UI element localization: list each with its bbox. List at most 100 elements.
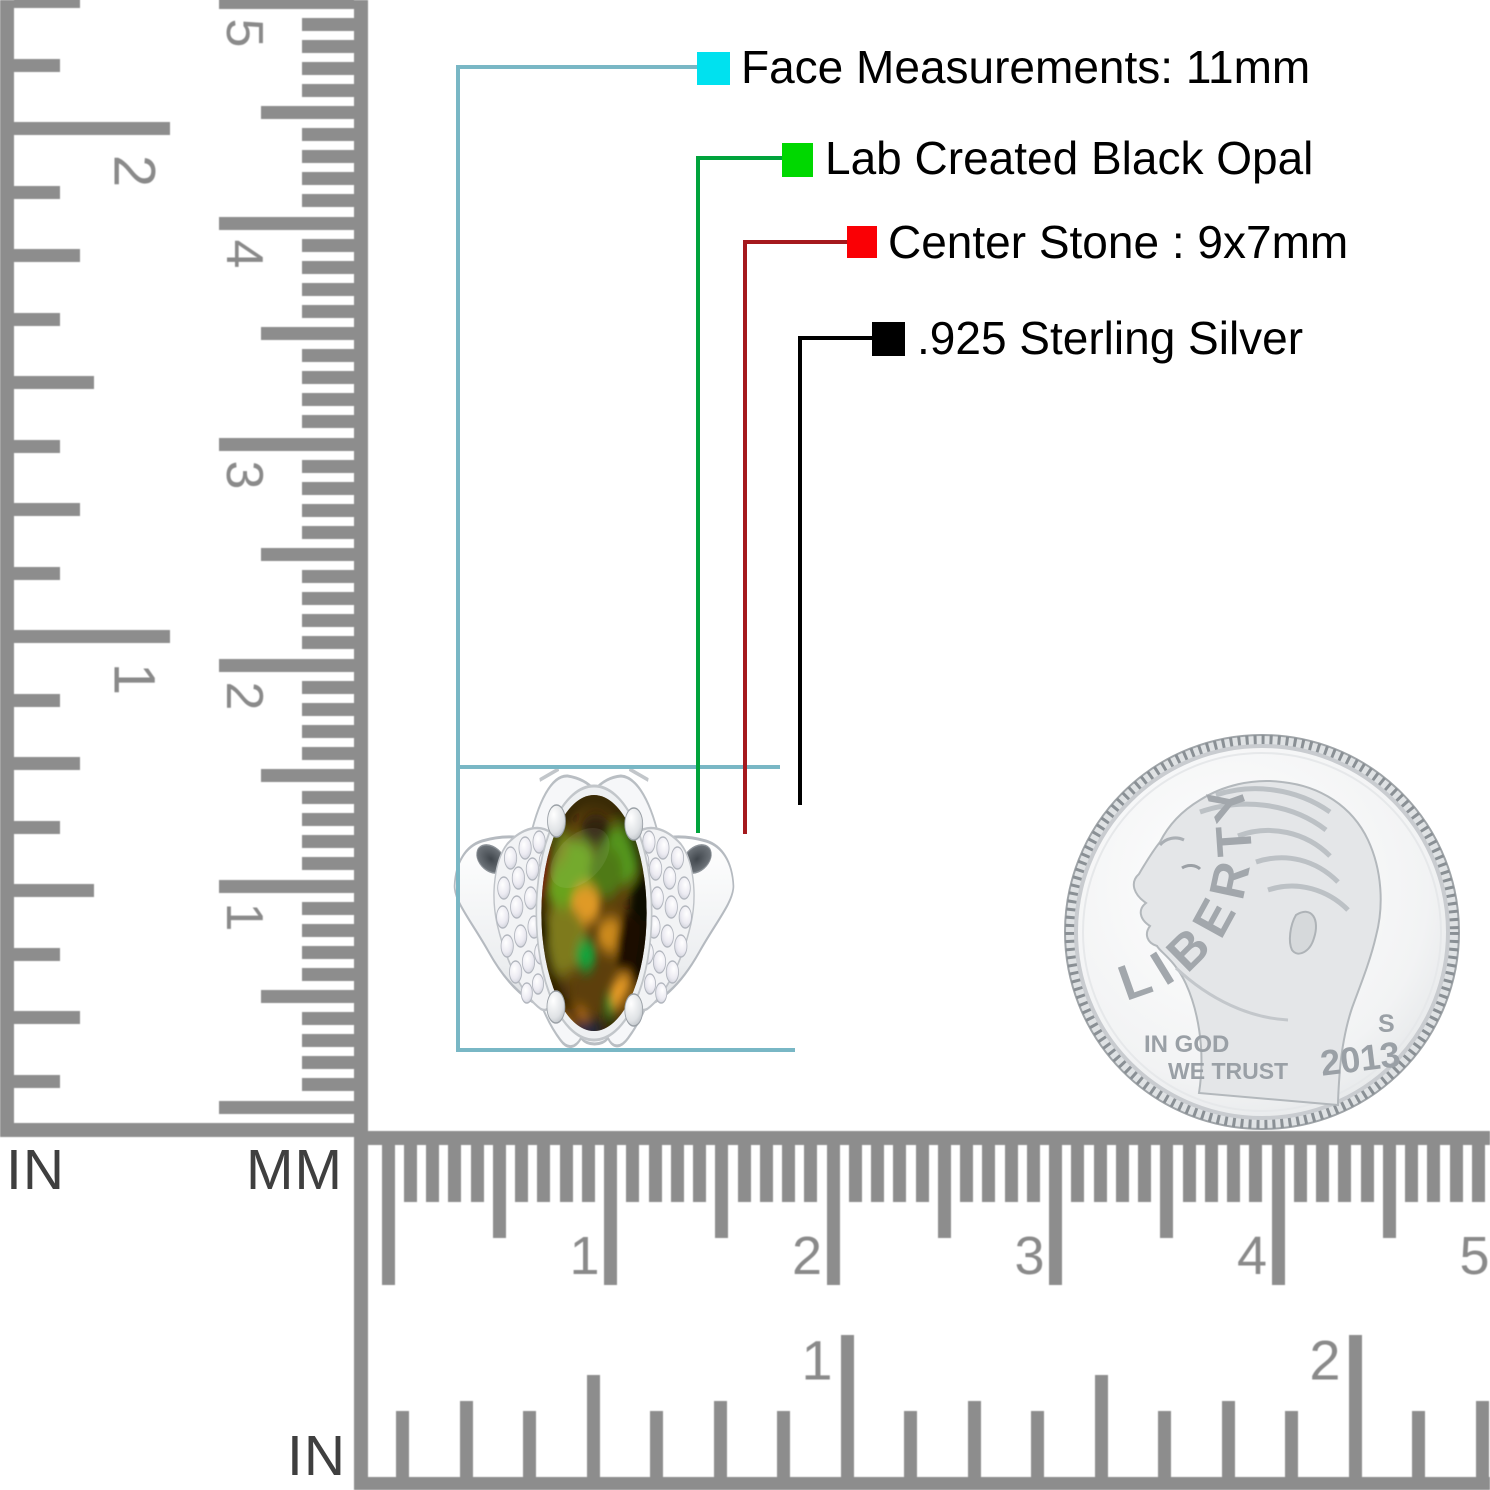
ruler-tick bbox=[1221, 1401, 1235, 1477]
coin-motto-line2: WE TRUST bbox=[1168, 1058, 1288, 1084]
ruler-tick bbox=[302, 371, 354, 385]
ruler-tick bbox=[1115, 1145, 1129, 1202]
ruler-tick bbox=[871, 1145, 884, 1202]
ruler-tick bbox=[1158, 1411, 1171, 1477]
ruler-tick bbox=[14, 1074, 60, 1088]
ruler-tick bbox=[302, 945, 354, 959]
prongs bbox=[546, 804, 644, 1027]
ruler-tick bbox=[967, 1401, 981, 1477]
ruler-tick bbox=[840, 1335, 854, 1477]
ruler-tick bbox=[586, 1375, 600, 1477]
ruler-tick bbox=[14, 820, 60, 834]
ruler-tick bbox=[960, 1145, 973, 1202]
ruler-tick bbox=[14, 439, 60, 453]
ruler-tick bbox=[302, 923, 354, 937]
ruler-tick bbox=[14, 58, 60, 72]
leader-line bbox=[743, 240, 747, 834]
ruler-tick bbox=[302, 304, 354, 318]
color-swatch-2 bbox=[782, 143, 813, 177]
ruler-tick bbox=[302, 1012, 354, 1026]
ruler-tick bbox=[302, 481, 354, 495]
ruler-tick bbox=[804, 1145, 818, 1202]
color-swatch-4 bbox=[872, 322, 905, 356]
ruler-tick bbox=[14, 693, 60, 707]
leader-line bbox=[458, 1048, 795, 1052]
ruler-tick bbox=[1338, 1145, 1352, 1202]
ruler-tick bbox=[1138, 1145, 1151, 1202]
ruler-tick bbox=[604, 1145, 617, 1285]
ruler-tick bbox=[470, 1145, 484, 1202]
ruler-tick bbox=[302, 636, 354, 650]
ruler-tick bbox=[426, 1145, 439, 1202]
ruler-tick bbox=[14, 185, 60, 199]
roosevelt-profile bbox=[1132, 779, 1382, 1107]
ruler-tick bbox=[302, 282, 354, 296]
ruler-tick bbox=[302, 702, 354, 716]
ruler-tick bbox=[982, 1145, 996, 1202]
leader-line bbox=[800, 336, 872, 340]
ruler-tick bbox=[302, 724, 354, 738]
color-swatch-3 bbox=[847, 226, 877, 258]
ruler-tick bbox=[14, 312, 60, 326]
ruler-tick bbox=[1348, 1335, 1362, 1477]
ruler-tick bbox=[302, 592, 354, 606]
ruler-tick bbox=[1360, 1145, 1374, 1202]
ruler-tick bbox=[302, 791, 354, 805]
ruler-tick bbox=[1026, 1145, 1040, 1202]
ruler-tick bbox=[1271, 1145, 1285, 1285]
ruler-tick bbox=[14, 0, 80, 8]
ruler-tick bbox=[459, 1401, 473, 1477]
ruler-tick bbox=[381, 1145, 395, 1285]
ruler-tick bbox=[1182, 1145, 1196, 1202]
ruler-tick bbox=[1293, 1145, 1307, 1202]
ruler-tick bbox=[1204, 1145, 1218, 1202]
left-mm-ruler-bar bbox=[354, 0, 368, 1137]
ruler-number: 1 bbox=[801, 1328, 833, 1392]
ruler-tick bbox=[302, 17, 354, 31]
ruler-tick bbox=[581, 1145, 595, 1202]
ruler-tick bbox=[302, 61, 354, 75]
ruler-tick bbox=[302, 967, 354, 981]
ruler-tick bbox=[302, 1056, 354, 1070]
ruler-number: 5 bbox=[1459, 1226, 1490, 1286]
ruler-tick bbox=[14, 566, 60, 580]
ruler-tick bbox=[14, 1011, 80, 1024]
reeded-edge bbox=[1065, 735, 1459, 1129]
left-inch-ruler-unit-label: IN bbox=[6, 1138, 65, 1202]
ruler-number: 2 bbox=[791, 1226, 823, 1286]
ruler-tick bbox=[14, 947, 60, 961]
bottom-ruler-left-bar bbox=[354, 1130, 368, 1490]
ruler-tick bbox=[396, 1411, 409, 1477]
ruler-tick bbox=[826, 1145, 840, 1285]
ruler-tick bbox=[302, 260, 354, 274]
ruler-tick bbox=[302, 901, 354, 915]
leader-line bbox=[745, 240, 847, 244]
ruler-tick bbox=[713, 1401, 727, 1477]
left-rulers-bottom-bar bbox=[0, 1123, 368, 1137]
ruler-tick bbox=[302, 172, 354, 186]
ruler-tick bbox=[302, 393, 354, 407]
ruler-tick bbox=[1049, 1145, 1062, 1285]
ring bbox=[453, 767, 735, 1048]
ruler-tick bbox=[302, 459, 354, 473]
callout-face-measurements: Face Measurements: 11mm bbox=[741, 41, 1311, 93]
ruler-tick bbox=[261, 548, 354, 561]
ruler-tick bbox=[14, 249, 80, 262]
ruler-tick bbox=[1031, 1411, 1044, 1477]
ruler-tick bbox=[219, 1100, 354, 1114]
ruler-tick bbox=[1249, 1145, 1263, 1202]
ruler-tick bbox=[715, 1145, 729, 1238]
callout-sterling-silver: .925 Sterling Silver bbox=[917, 312, 1304, 364]
ruler-tick bbox=[302, 857, 354, 871]
ruler-tick bbox=[302, 813, 354, 827]
ruler-tick bbox=[1449, 1145, 1463, 1202]
ruler-tick bbox=[492, 1145, 506, 1238]
ruler-tick bbox=[448, 1145, 462, 1202]
ruler-tick bbox=[403, 1145, 417, 1202]
ruler-tick bbox=[648, 1145, 662, 1202]
ruler-tick bbox=[14, 122, 170, 135]
ruler-tick bbox=[782, 1145, 795, 1202]
